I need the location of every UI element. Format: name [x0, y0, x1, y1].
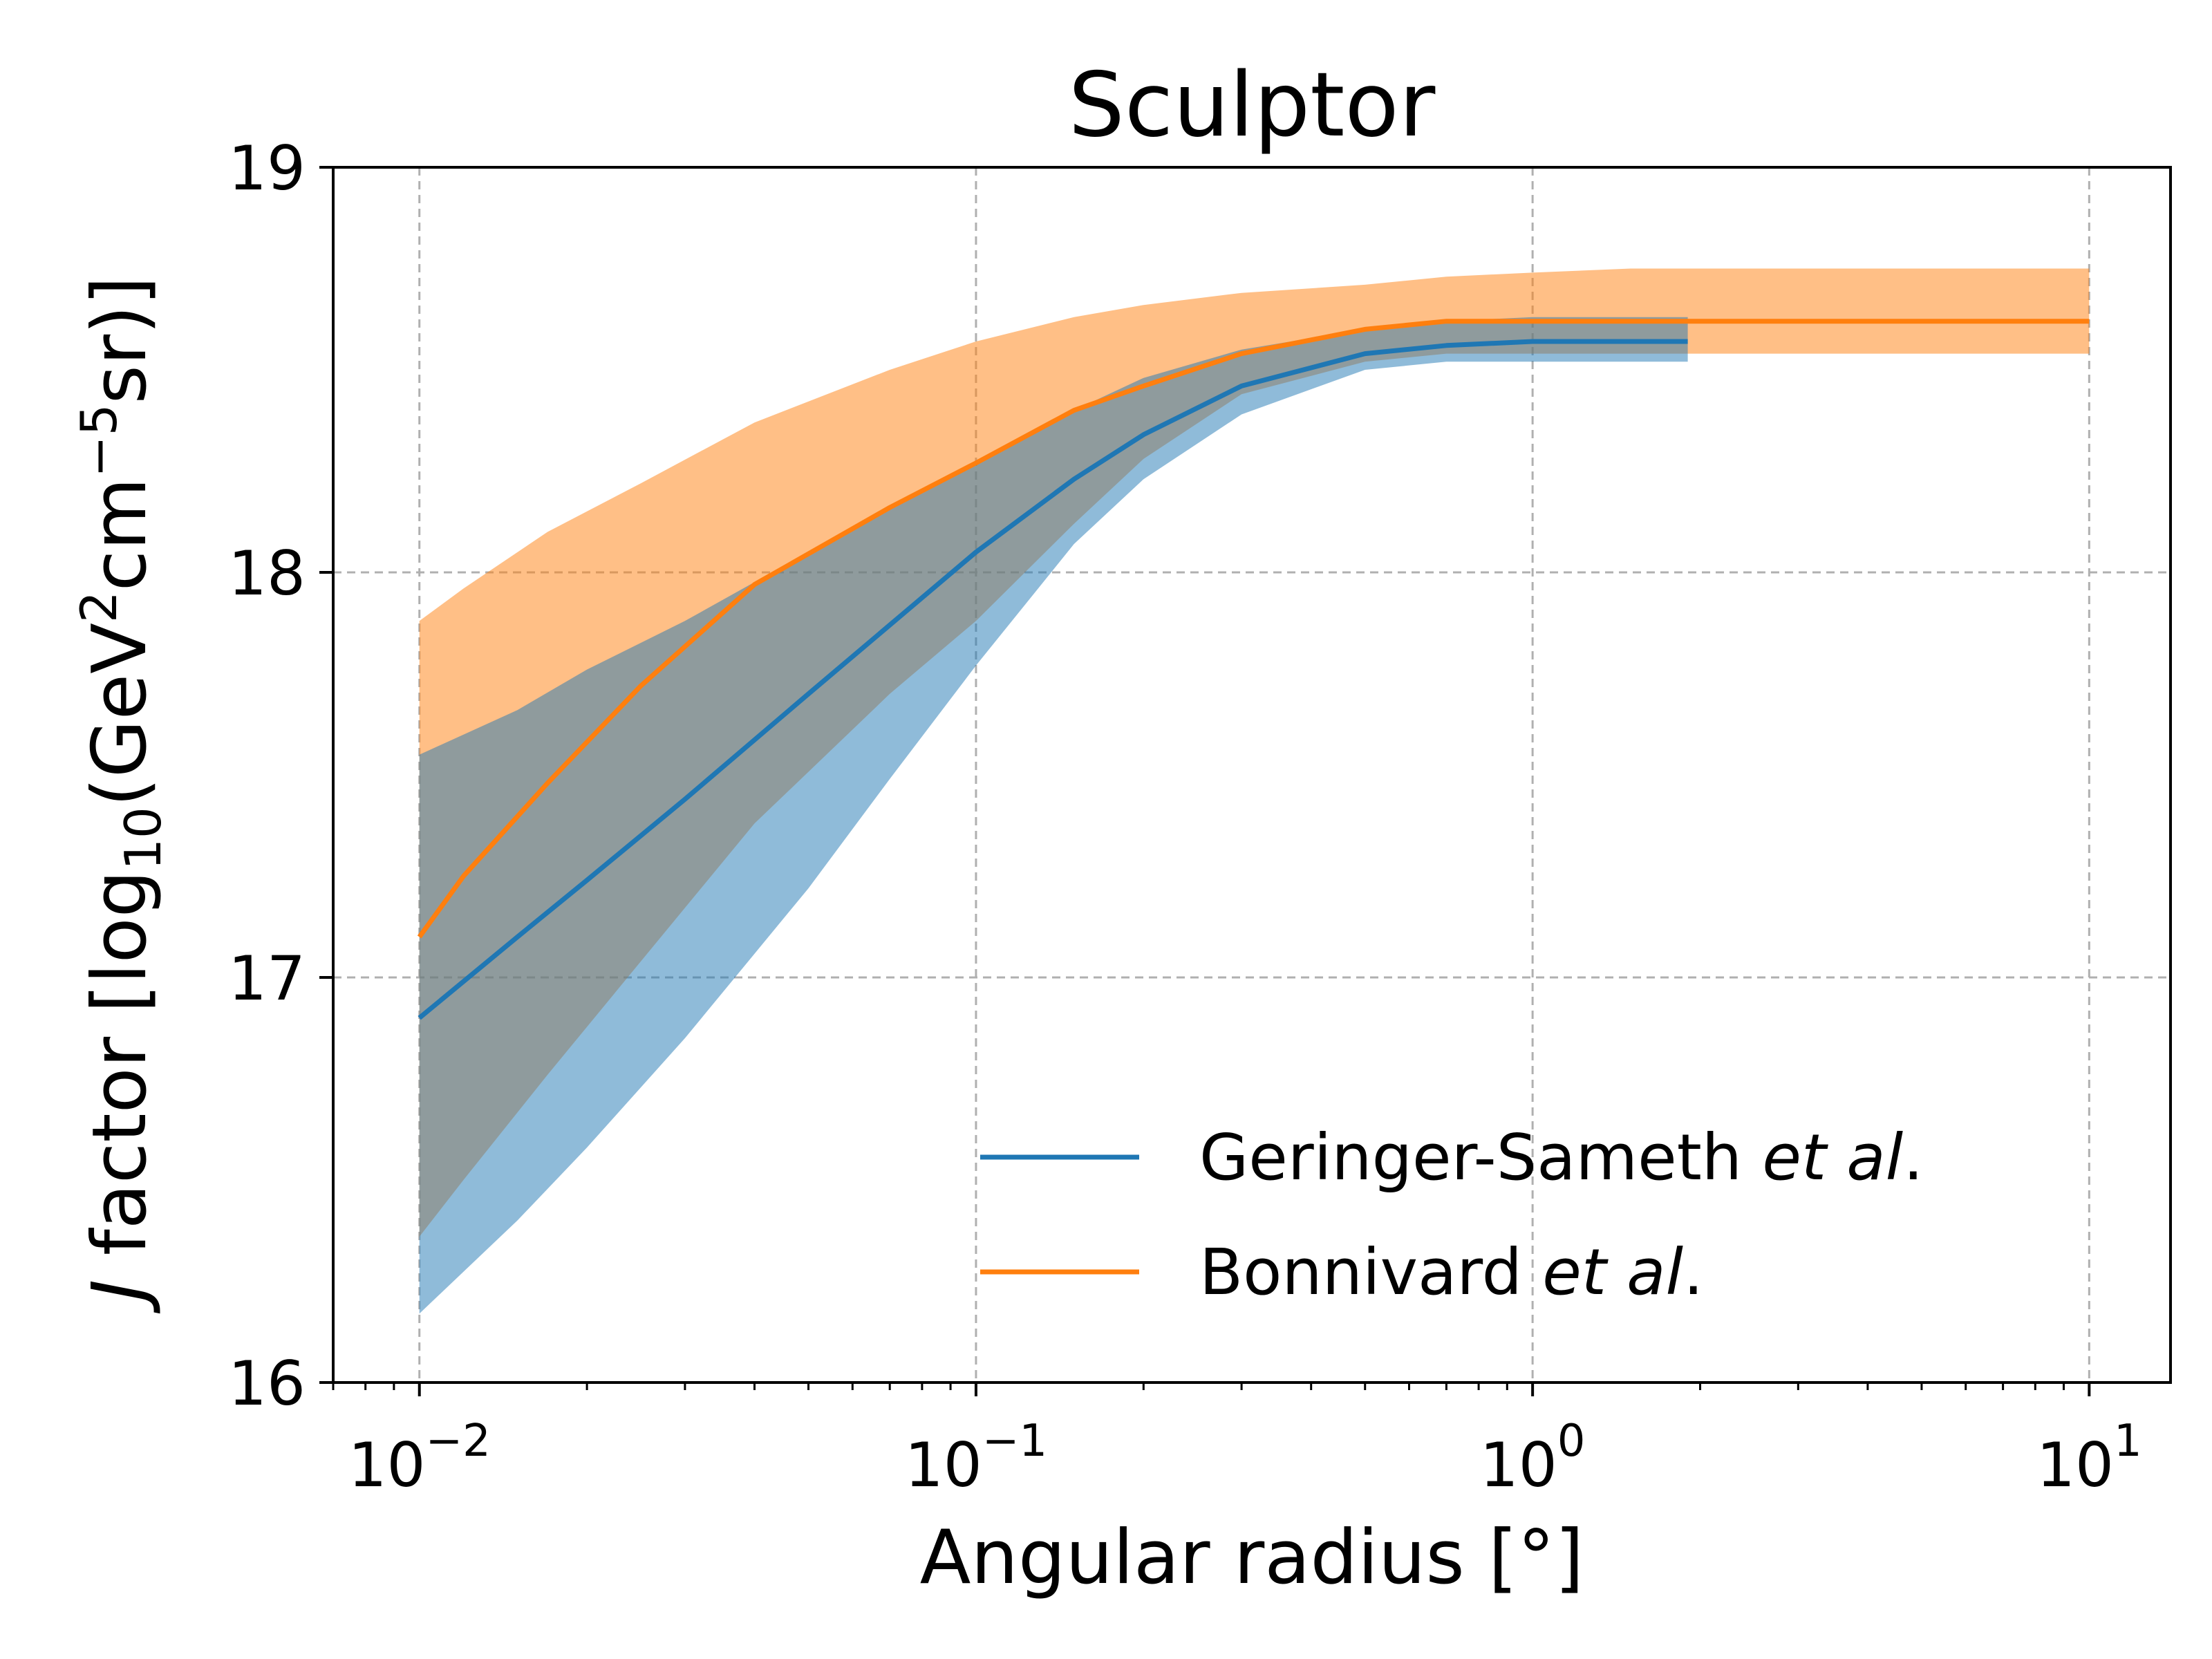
y-tick-label: 19: [228, 133, 306, 204]
line-bonnivard: [417, 319, 2090, 939]
y-tick-label: 18: [228, 538, 306, 609]
y-axis-title-suffix: sr)]: [77, 276, 163, 404]
x-tick-exponent: −2: [426, 1416, 491, 1467]
legend-label-geringer-tail: .: [1903, 1121, 1923, 1194]
y-axis-title: J factor [log10(GeV2cm−5sr)]: [70, 276, 172, 1314]
legend-label-bonnivard-italic: et al: [1542, 1235, 1683, 1309]
x-tick-base: 10: [1480, 1430, 1557, 1501]
series-lines: [417, 319, 2090, 1020]
x-tick-label: 100: [1480, 1416, 1586, 1501]
uncertainty-bands: [419, 268, 2090, 1314]
legend-label-bonnivard-tail: .: [1683, 1235, 1703, 1309]
legend-label-bonnivard: Bonnivard et al.: [1199, 1235, 1703, 1309]
band-bonnivard: [419, 268, 2090, 1237]
y-axis-title-sup5: −5: [70, 404, 128, 477]
x-tick-exponent: 1: [2114, 1416, 2142, 1467]
y-axis-title-cm: cm: [77, 478, 163, 592]
y-axis-title-prefix: factor [log: [77, 870, 163, 1280]
line-geringer: [418, 339, 1688, 1020]
band-geringer: [419, 317, 1688, 1314]
y-tick-label: 17: [228, 943, 306, 1014]
legend-label-geringer-italic: et al: [1762, 1121, 1903, 1194]
legend: Geringer-Sameth et al. Bonnivard et al.: [980, 1121, 1923, 1309]
x-tick-base: 10: [348, 1430, 426, 1501]
y-axis-title-sub: 10: [114, 807, 172, 870]
x-axis-title: Angular radius [°]: [920, 1515, 1584, 1601]
x-tick-base: 10: [905, 1430, 982, 1501]
x-tick-label: 10−2: [348, 1416, 491, 1501]
y-tick-label: 16: [228, 1348, 306, 1419]
legend-label-geringer: Geringer-Sameth et al.: [1199, 1121, 1923, 1194]
x-tick-label: 101: [2036, 1416, 2142, 1501]
plot-area-frame: [332, 166, 2172, 1384]
y-axis-title-sup2: 2: [70, 591, 128, 623]
y-axis-title-italic: J: [77, 1280, 163, 1314]
y-axis-title-mid: (GeV: [77, 623, 163, 807]
x-tick-base: 10: [2036, 1430, 2114, 1501]
legend-label-geringer-plain: Geringer-Sameth: [1199, 1121, 1762, 1194]
x-tick-exponent: 0: [1557, 1416, 1586, 1467]
x-tick-label: 10−1: [905, 1416, 1047, 1501]
x-tick-exponent: −1: [982, 1416, 1047, 1467]
legend-label-bonnivard-plain: Bonnivard: [1199, 1235, 1542, 1309]
chart-title: Sculptor: [1069, 54, 1436, 157]
